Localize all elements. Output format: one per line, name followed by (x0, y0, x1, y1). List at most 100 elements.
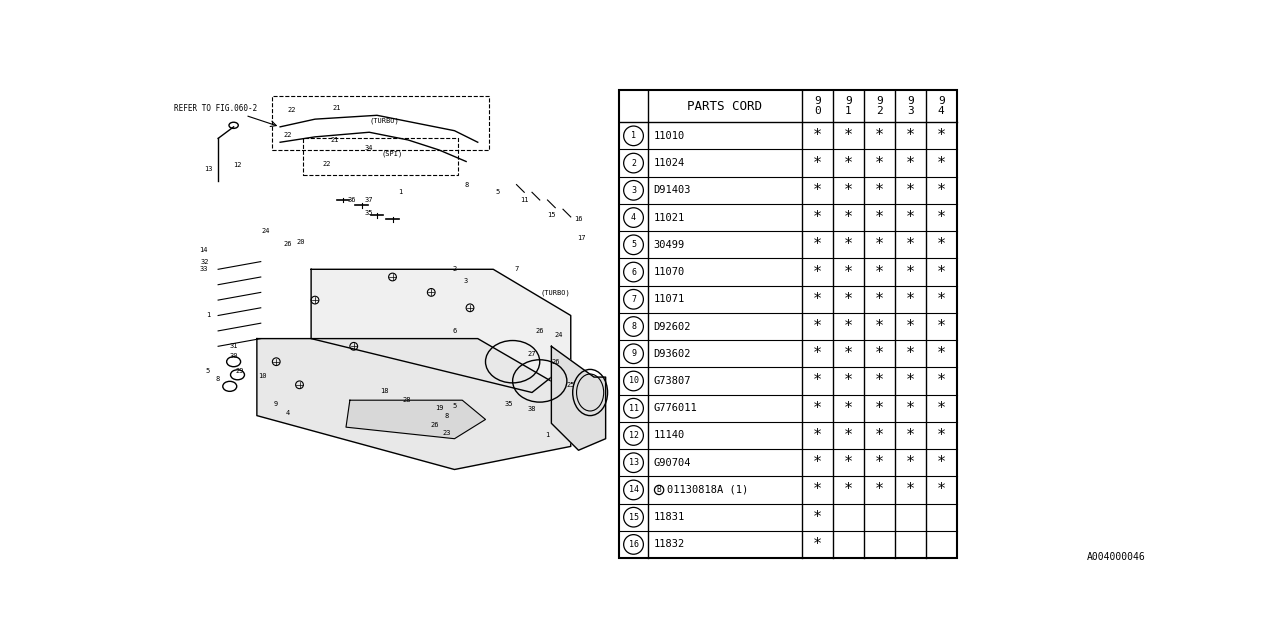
Text: *: * (874, 483, 883, 497)
Text: 35: 35 (504, 401, 513, 407)
Text: 25: 25 (567, 382, 575, 388)
Text: 24: 24 (554, 332, 563, 338)
Text: 5: 5 (206, 368, 210, 374)
Text: *: * (844, 237, 852, 252)
Text: 34: 34 (365, 145, 374, 150)
Text: 30: 30 (229, 353, 238, 358)
Text: 3: 3 (631, 186, 636, 195)
Text: 32: 32 (201, 259, 209, 264)
Text: G776011: G776011 (654, 403, 698, 413)
Text: 6: 6 (631, 268, 636, 276)
Text: 6: 6 (452, 328, 457, 334)
Text: 11070: 11070 (654, 267, 685, 277)
Text: 26: 26 (431, 422, 439, 428)
Text: *: * (874, 292, 883, 307)
Text: *: * (906, 183, 915, 198)
Text: *: * (937, 210, 946, 225)
Text: *: * (937, 401, 946, 416)
Text: 4: 4 (631, 213, 636, 222)
Text: 3: 3 (906, 106, 914, 116)
Text: 9: 9 (814, 95, 820, 106)
Text: 1: 1 (206, 312, 210, 319)
Text: *: * (874, 428, 883, 443)
Text: 1: 1 (398, 189, 402, 195)
Text: D91403: D91403 (654, 186, 691, 195)
Text: *: * (874, 210, 883, 225)
Text: G73807: G73807 (654, 376, 691, 386)
Text: *: * (874, 319, 883, 334)
Text: *: * (906, 129, 915, 143)
Text: 27: 27 (527, 351, 536, 357)
Text: *: * (937, 183, 946, 198)
Text: 22: 22 (284, 132, 292, 138)
Polygon shape (311, 269, 571, 392)
Text: *: * (813, 509, 822, 525)
Text: *: * (874, 455, 883, 470)
Text: *: * (906, 401, 915, 416)
Text: 8: 8 (631, 322, 636, 331)
Text: *: * (906, 483, 915, 497)
Text: *: * (937, 483, 946, 497)
Text: *: * (844, 401, 852, 416)
Text: *: * (844, 374, 852, 388)
Bar (618, 90, 956, 558)
Text: 9: 9 (631, 349, 636, 358)
Text: *: * (813, 264, 822, 280)
Text: 14: 14 (200, 247, 207, 253)
Text: 5: 5 (452, 403, 457, 408)
Text: 10: 10 (628, 376, 639, 385)
Text: 22: 22 (288, 107, 296, 113)
Polygon shape (257, 339, 571, 470)
Text: 30499: 30499 (654, 240, 685, 250)
Text: 26: 26 (284, 241, 292, 247)
Text: *: * (906, 264, 915, 280)
Text: 22: 22 (323, 161, 330, 167)
Text: 16: 16 (628, 540, 639, 549)
Text: 0: 0 (814, 106, 820, 116)
Text: 16: 16 (575, 216, 582, 222)
Text: (TURBO): (TURBO) (370, 117, 399, 124)
Text: 26: 26 (550, 358, 559, 365)
Polygon shape (346, 400, 485, 438)
Text: 23: 23 (443, 429, 451, 436)
Text: *: * (906, 455, 915, 470)
Text: PARTS CORD: PARTS CORD (687, 100, 763, 113)
Text: 4: 4 (938, 106, 945, 116)
Text: *: * (874, 129, 883, 143)
Text: *: * (813, 129, 822, 143)
Text: *: * (937, 292, 946, 307)
Text: *: * (844, 129, 852, 143)
Text: A004000046: A004000046 (1087, 552, 1146, 562)
Text: *: * (844, 428, 852, 443)
Text: 15: 15 (628, 513, 639, 522)
Text: *: * (874, 374, 883, 388)
Text: 21: 21 (330, 137, 339, 143)
Text: *: * (844, 292, 852, 307)
Text: 19: 19 (435, 405, 443, 411)
Text: 9: 9 (876, 95, 883, 106)
Text: 8: 8 (444, 413, 449, 419)
Text: 12: 12 (233, 163, 242, 168)
Text: 8: 8 (216, 376, 220, 381)
Text: 11831: 11831 (654, 512, 685, 522)
Text: *: * (813, 374, 822, 388)
Text: 10: 10 (259, 372, 266, 378)
Text: *: * (844, 483, 852, 497)
Text: 18: 18 (380, 388, 389, 394)
Text: 15: 15 (547, 212, 556, 218)
Text: 2: 2 (452, 266, 457, 272)
Text: 36: 36 (348, 197, 356, 203)
Text: *: * (937, 156, 946, 171)
Text: *: * (937, 346, 946, 361)
Text: *: * (937, 264, 946, 280)
Text: *: * (813, 292, 822, 307)
Text: *: * (844, 183, 852, 198)
Text: 24: 24 (261, 228, 270, 234)
Text: 01130818A (1): 01130818A (1) (667, 485, 748, 495)
Text: *: * (844, 264, 852, 280)
Text: *: * (844, 455, 852, 470)
Text: 1: 1 (845, 106, 851, 116)
Text: 1: 1 (631, 131, 636, 140)
Text: *: * (937, 129, 946, 143)
Text: 9: 9 (274, 401, 278, 407)
